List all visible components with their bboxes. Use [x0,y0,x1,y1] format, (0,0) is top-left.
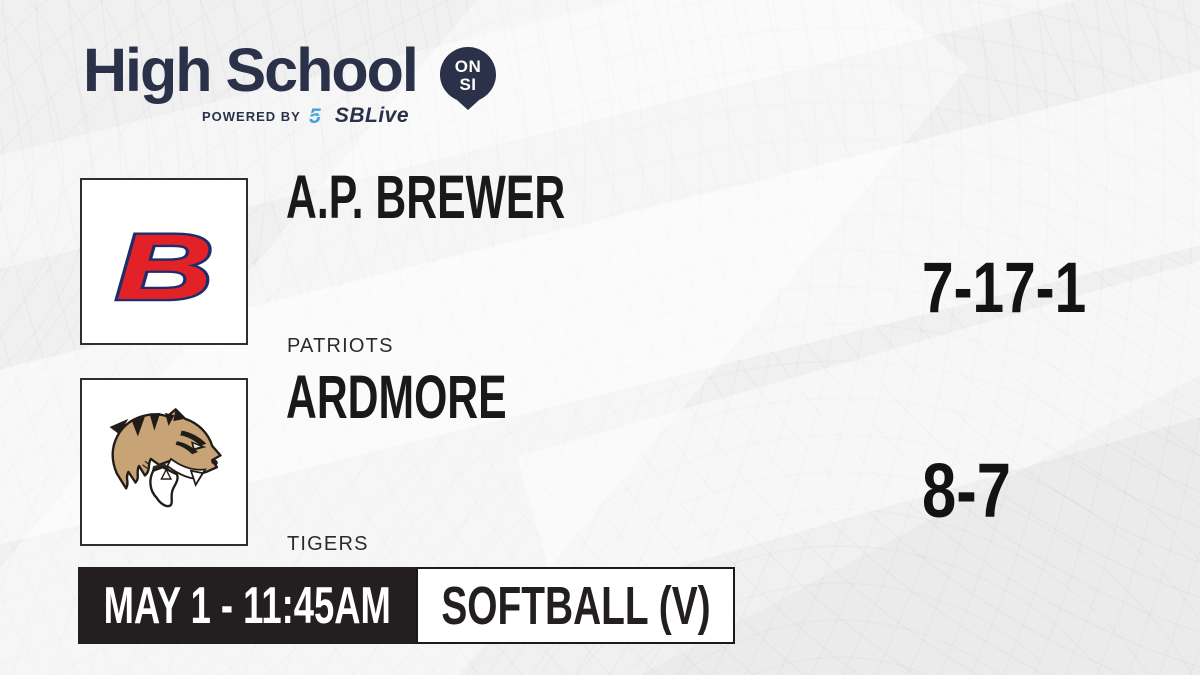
ap-brewer-b-logo: B [113,212,216,322]
tiger-ear [173,409,186,422]
tiger-brow-stripe [175,441,199,455]
team2-logo-box [80,378,248,546]
pin-text-on: ON [455,57,482,76]
sblive-bolt-icon: 5 [307,106,327,126]
game-datetime-text: MAY 1 - 11:45AM [103,576,391,635]
tiger-stripe [109,418,129,435]
team1-logo-box: B [80,178,248,345]
pin-text-si: SI [459,75,476,94]
tiger-stripe [149,412,161,431]
team1-record: 7-17-1 [922,249,1087,328]
tiger-eye-highlight [193,443,201,449]
team2-record: 8-7 [922,448,1012,534]
tiger-lower-jaw [149,466,179,508]
bolt-slash [309,109,327,115]
sblive-wordmark: SBLive [334,104,410,127]
powered-by-row: POWERED BY 5 SBLive [202,104,409,128]
game-datetime-badge: MAY 1 - 11:45AM [78,567,416,644]
powered-by-label: POWERED BY [202,108,301,124]
on-si-pin-icon: ON SI [440,47,496,110]
pin-shape [440,47,496,110]
tiger-chin-marks [142,460,151,469]
tiger-nose [211,458,218,466]
tiger-upper-fang [189,469,205,487]
svg-text:5: 5 [309,106,321,126]
tiger-brow-stripe [180,430,207,446]
team2-name: ARDMORE [286,363,507,431]
brewer-b-letter: B [116,215,214,319]
team1-mascot: PATRIOTS [287,335,394,357]
ardmore-tiger-logo [109,408,222,508]
team2-mascot: TIGERS [287,533,369,555]
team1-name: A.P. BREWER [286,163,566,231]
tiger-stripe [131,416,145,437]
high-school-wordmark: High School [83,36,419,104]
tiger-lower-fang [160,467,173,480]
background-band [516,208,1200,602]
sport-level-text: SOFTBALL (V) [440,575,711,636]
bolt-slash [307,114,325,120]
tiger-stripe [165,412,175,426]
sport-level-badge: SOFTBALL (V) [416,567,735,644]
